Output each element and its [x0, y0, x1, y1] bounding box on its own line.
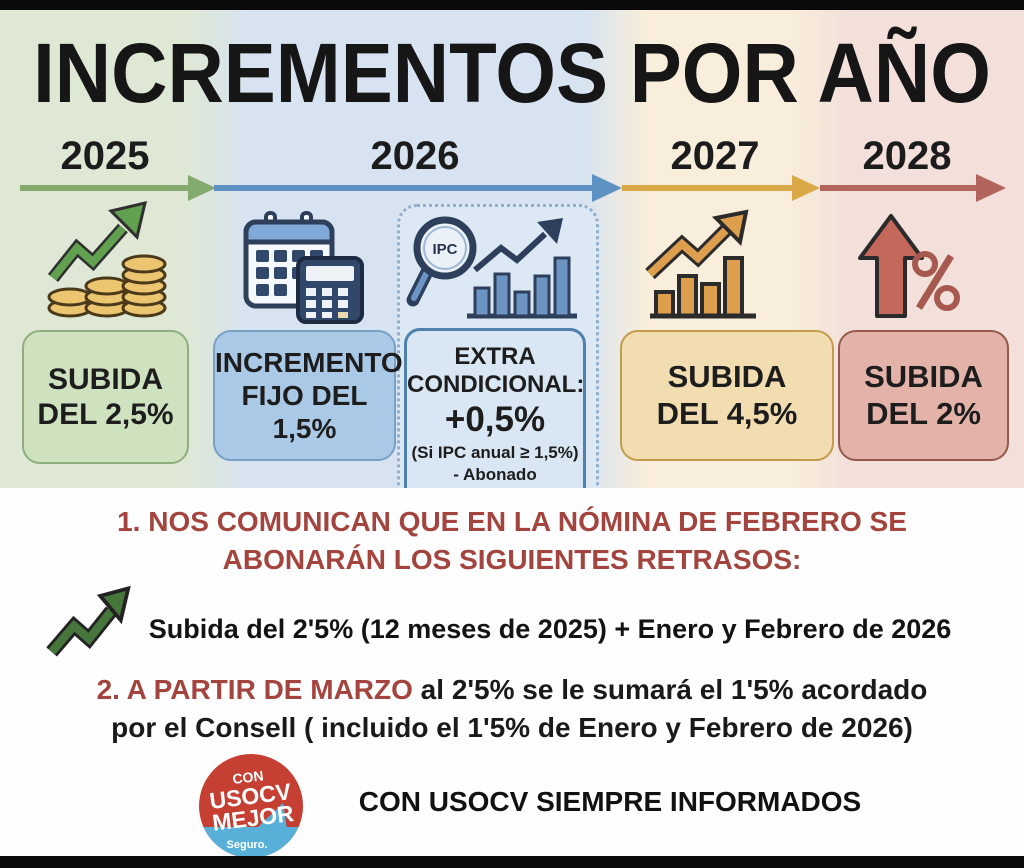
extra-line1: EXTRA	[454, 343, 536, 370]
year-label-2026: 2026	[370, 134, 460, 178]
footer-slogan: CON USOCV SIEMPRE INFORMADOS	[358, 786, 862, 817]
card-2026-line3: 1,5%	[272, 413, 337, 445]
page-title: INCREMENTOS POR AÑO	[33, 25, 991, 121]
timeline-section: INCREMENTOS POR AÑO 2025 2026 2027 2028	[0, 10, 1024, 488]
card-2028-line2: DEL 2%	[866, 395, 981, 431]
ipc-label: IPC	[432, 241, 457, 258]
bar-growth-icon	[645, 209, 756, 319]
extra-line3: +0,5%	[444, 400, 546, 440]
ipc-magnifier-chart-icon: IPC	[406, 216, 577, 319]
calendar-calculator-icon	[243, 211, 364, 324]
note2-highlight: 2. A PARTIR DE MARZO	[96, 674, 413, 705]
top-letterbox-bar	[0, 0, 1024, 10]
card-2028-subida: SUBIDA DEL 2%	[838, 330, 1009, 461]
coins-growth-icon	[47, 200, 167, 318]
note2-line2: por el Consell ( incluido el 1'5% de Ene…	[111, 712, 913, 743]
note2-rest: al 2'5% se le sumará el 1'5% acordado	[412, 674, 928, 705]
notes-section: 1. NOS COMUNICAN QUE EN LA NÓMINA DE FEB…	[0, 488, 1024, 868]
note1-line2: ABONARÁN LOS SIGUIENTES RETRASOS:	[222, 544, 802, 575]
year-label-2028: 2028	[862, 134, 952, 178]
card-2026-line1: INCREMENTO	[215, 346, 403, 378]
arrow-percent-icon	[858, 214, 960, 318]
year-label-2027: 2027	[670, 134, 760, 178]
logo-line1: CON	[232, 767, 265, 787]
note2-line1: 2. A PARTIR DE MARZO al 2'5% se le sumar…	[0, 674, 1024, 706]
logo-tagline: Seguro.	[227, 839, 268, 851]
growth-arrow-icon	[46, 585, 131, 657]
card-2028-line1: SUBIDA	[864, 358, 983, 394]
extra-line5: - Abonado	[453, 465, 537, 485]
extra-line6: retroactivamente en	[407, 486, 583, 488]
extra-line2: CONDICIONAL:	[407, 370, 585, 398]
card-2026-line2: FIJO DEL	[241, 379, 368, 411]
extra-line4: (Si IPC anual ≥ 1,5%)	[411, 442, 579, 462]
card-2027-subida: SUBIDA DEL 4,5%	[620, 330, 834, 461]
card-2025-subida: SUBIDA DEL 2,5%	[22, 330, 189, 464]
bottom-letterbox-bar	[0, 856, 1024, 868]
note1-line1: 1. NOS COMUNICAN QUE EN LA NÓMINA DE FEB…	[117, 506, 907, 537]
card-2027-line1: SUBIDA	[667, 358, 787, 394]
year-label-2025: 2025	[60, 134, 150, 178]
card-extra-condicional: EXTRA CONDICIONAL: +0,5% (Si IPC anual ≥…	[404, 328, 586, 488]
card-2026-incremento: INCREMENTO FIJO DEL 1,5%	[213, 330, 403, 461]
retro-payment-line: Subida del 2'5% (12 meses de 2025) + Ene…	[148, 614, 952, 644]
timeline-arrow	[20, 174, 1006, 202]
usocv-logo: CON USOCV MEJOR Seguro.	[199, 754, 303, 858]
card-2025-line2: DEL 2,5%	[37, 398, 174, 431]
card-2025-line1: SUBIDA	[47, 362, 163, 396]
card-2027-line2: DEL 4,5%	[656, 395, 798, 431]
